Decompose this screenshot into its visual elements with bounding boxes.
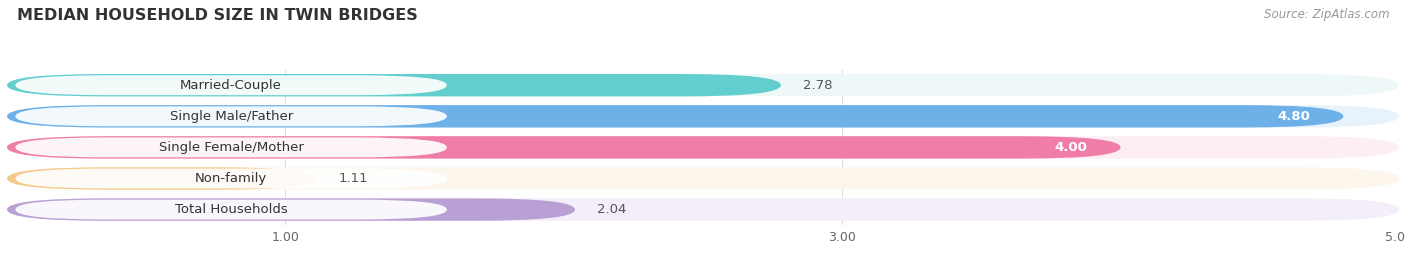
FancyBboxPatch shape xyxy=(7,198,575,221)
Text: Total Households: Total Households xyxy=(174,203,287,216)
Text: Source: ZipAtlas.com: Source: ZipAtlas.com xyxy=(1264,8,1389,21)
FancyBboxPatch shape xyxy=(7,105,1399,128)
Text: 2.78: 2.78 xyxy=(803,79,832,92)
FancyBboxPatch shape xyxy=(15,75,447,95)
Text: Single Male/Father: Single Male/Father xyxy=(170,110,292,123)
FancyBboxPatch shape xyxy=(15,169,447,188)
FancyBboxPatch shape xyxy=(7,167,1399,190)
FancyBboxPatch shape xyxy=(7,136,1121,159)
FancyBboxPatch shape xyxy=(15,106,447,126)
FancyBboxPatch shape xyxy=(15,200,447,219)
Text: MEDIAN HOUSEHOLD SIZE IN TWIN BRIDGES: MEDIAN HOUSEHOLD SIZE IN TWIN BRIDGES xyxy=(17,8,418,23)
FancyBboxPatch shape xyxy=(7,74,780,96)
FancyBboxPatch shape xyxy=(7,136,1399,159)
FancyBboxPatch shape xyxy=(7,198,1399,221)
Text: 2.04: 2.04 xyxy=(598,203,627,216)
Text: 4.80: 4.80 xyxy=(1277,110,1310,123)
Text: 4.00: 4.00 xyxy=(1054,141,1087,154)
Text: 1.11: 1.11 xyxy=(339,172,368,185)
FancyBboxPatch shape xyxy=(7,105,1343,128)
Text: Single Female/Mother: Single Female/Mother xyxy=(159,141,304,154)
Text: Non-family: Non-family xyxy=(195,172,267,185)
FancyBboxPatch shape xyxy=(15,137,447,157)
FancyBboxPatch shape xyxy=(7,167,316,190)
Text: Married-Couple: Married-Couple xyxy=(180,79,283,92)
FancyBboxPatch shape xyxy=(7,74,1399,96)
